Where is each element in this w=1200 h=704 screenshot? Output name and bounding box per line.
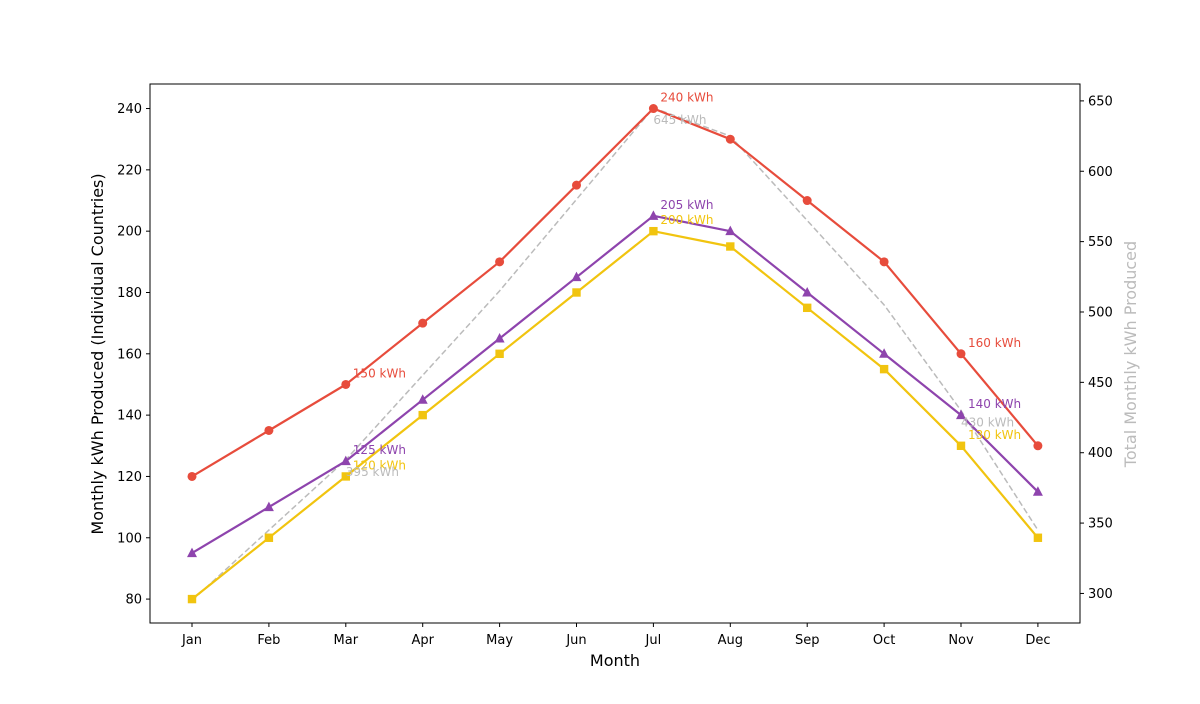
x-tick-label: Jan (181, 633, 202, 648)
data-annotations: 150 kWh 240 kWh 160 kWh 120 kWh 200 kWh 130 k… (346, 91, 1021, 479)
annotation-label: 150 kWh (353, 366, 406, 380)
point-s_red (802, 196, 812, 206)
y-tick-label: 180 (117, 286, 142, 301)
x-tick-label: Sep (795, 633, 820, 648)
point-s_red (264, 425, 274, 435)
y2-tick-label: 650 (1088, 94, 1113, 109)
point-s_red (187, 471, 197, 481)
series-line-s_yellow (191, 230, 1039, 600)
x-tick-label: Nov (948, 633, 974, 648)
point-s_yellow (495, 349, 504, 359)
point-s_red (341, 379, 351, 389)
point-s_yellow (649, 226, 658, 236)
y-tick-label: 160 (117, 347, 142, 362)
point-s_yellow (1033, 533, 1043, 542)
y2-tick-label: 500 (1088, 305, 1113, 320)
point-s_red (495, 257, 505, 267)
point-s_red (725, 134, 735, 144)
y-tick-label: 240 (117, 102, 142, 117)
point-s_red (572, 180, 581, 190)
point-s_purple (494, 332, 505, 343)
point-s_purple (340, 455, 351, 466)
x-tick-label: Aug (718, 633, 743, 648)
x-tick-label: Dec (1025, 633, 1050, 648)
point-s_yellow (187, 594, 197, 604)
point-s_yellow (264, 533, 274, 542)
series-markers (187, 104, 1043, 604)
x-tick-label: Jul (645, 633, 662, 648)
point-s_purple (1032, 486, 1043, 496)
point-s_yellow (418, 410, 427, 420)
y-tick-label: 80 (125, 593, 142, 608)
point-s_purple (648, 210, 659, 220)
x-tick-label: Jun (565, 633, 586, 648)
point-s_yellow (726, 242, 735, 251)
point-s_purple (879, 348, 890, 358)
annotation-label: 430 kWh (961, 415, 1014, 429)
x-tick-label: Oct (873, 633, 895, 648)
x-tick-label: Apr (411, 633, 434, 648)
x-tick-label: Feb (257, 633, 280, 648)
x-axis: Jan Feb Mar Apr May Jun Jul Aug Sep Oct Nov Dec (181, 623, 1050, 648)
series-line-s_total (191, 107, 1039, 602)
y-tick-label: 220 (117, 163, 142, 178)
y-tick-label: 120 (117, 470, 142, 485)
y2-tick-label: 300 (1088, 587, 1113, 602)
point-s_yellow (879, 364, 889, 374)
point-s_red (418, 318, 428, 328)
x-tick-label: May (486, 633, 513, 648)
point-s_purple (956, 409, 966, 420)
annotation-label: 130 kWh (968, 428, 1021, 442)
point-s_red (879, 257, 889, 267)
y2-tick-label: 600 (1088, 165, 1113, 180)
y-tick-label: 140 (117, 409, 142, 424)
y2-tick-label: 550 (1088, 235, 1113, 250)
point-s_purple (417, 394, 428, 404)
y2-tick-label: 350 (1088, 517, 1113, 532)
point-s_red (956, 349, 966, 359)
point-s_yellow (341, 472, 350, 481)
annotation-label: 395 kWh (346, 465, 399, 479)
series-line-s_red (191, 107, 1039, 478)
annotation-label: 120 kWh (353, 458, 406, 472)
series-line-s_purple (191, 214, 1039, 555)
y2-tick-label: 400 (1088, 446, 1113, 461)
point-s_red (1033, 441, 1043, 451)
annotation-label: 205 kWh (660, 198, 713, 212)
x-tick-label: Mar (334, 633, 359, 648)
x-axis-label: Month (590, 651, 640, 670)
series-lines (191, 107, 1039, 602)
point-s_yellow (956, 441, 966, 450)
plot-frame (149, 83, 1081, 624)
annotation-label: 240 kWh (660, 91, 713, 105)
point-s_purple (187, 547, 197, 558)
annotation-label: 125 kWh (353, 443, 406, 457)
point-s_red (648, 104, 658, 114)
y2-axis-label: Total Monthly kWh Produced (1121, 241, 1140, 468)
annotation-label: 645 kWh (653, 113, 706, 127)
point-s_purple (725, 225, 736, 236)
y2-tick-label: 450 (1088, 376, 1113, 391)
y-axis-left: 80 100 120 140 160 180 200 220 240 (117, 102, 150, 608)
annotation-label: 160 kWh (968, 336, 1021, 350)
annotation-label: 140 kWh (968, 397, 1021, 411)
point-s_purple (571, 271, 582, 282)
y-axis-label: Monthly kWh Produced (Individual Countri… (88, 173, 107, 534)
y-axis-right: 300 350 400 450 500 550 600 650 (1080, 94, 1113, 602)
point-s_yellow (803, 303, 812, 313)
y-tick-label: 100 (117, 531, 142, 546)
point-s_purple (263, 501, 274, 512)
annotation-label: 200 kWh (660, 213, 713, 227)
point-s_purple (802, 286, 813, 297)
y-tick-label: 200 (117, 225, 142, 240)
point-s_yellow (572, 288, 581, 297)
